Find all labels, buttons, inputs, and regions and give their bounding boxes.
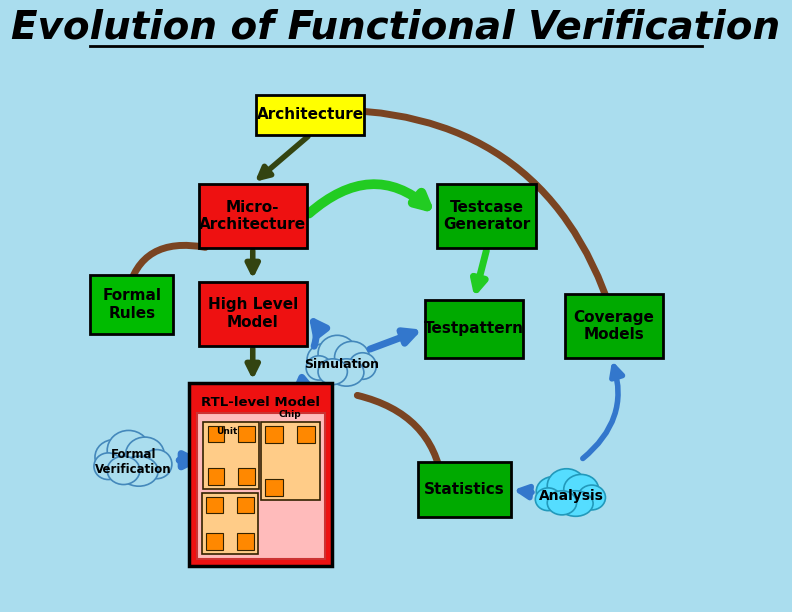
Text: Architecture: Architecture <box>257 107 364 122</box>
Ellipse shape <box>334 341 369 373</box>
Text: Chip: Chip <box>279 410 302 419</box>
FancyBboxPatch shape <box>265 479 283 496</box>
Ellipse shape <box>547 469 586 503</box>
FancyBboxPatch shape <box>437 184 536 248</box>
Text: Micro-
Architecture: Micro- Architecture <box>199 200 307 232</box>
Text: Formal
Verification: Formal Verification <box>95 448 172 476</box>
Ellipse shape <box>535 488 561 510</box>
FancyBboxPatch shape <box>261 422 320 501</box>
FancyBboxPatch shape <box>425 300 524 358</box>
FancyBboxPatch shape <box>208 468 224 485</box>
Text: Testpattern: Testpattern <box>424 321 524 337</box>
FancyBboxPatch shape <box>565 294 664 358</box>
FancyBboxPatch shape <box>199 282 307 346</box>
FancyBboxPatch shape <box>208 426 224 442</box>
Ellipse shape <box>536 477 571 506</box>
FancyBboxPatch shape <box>199 184 307 248</box>
Ellipse shape <box>126 437 164 472</box>
FancyBboxPatch shape <box>207 497 223 513</box>
FancyBboxPatch shape <box>203 422 260 489</box>
Ellipse shape <box>107 430 150 471</box>
Text: Statistics: Statistics <box>424 482 505 497</box>
Ellipse shape <box>329 359 364 386</box>
FancyBboxPatch shape <box>265 427 283 443</box>
FancyBboxPatch shape <box>237 533 253 550</box>
Ellipse shape <box>547 491 577 515</box>
FancyBboxPatch shape <box>256 95 364 135</box>
Text: Unit: Unit <box>216 427 238 436</box>
Ellipse shape <box>564 474 599 504</box>
Text: Coverage
Models: Coverage Models <box>573 310 654 342</box>
Ellipse shape <box>95 439 134 474</box>
Ellipse shape <box>94 453 123 480</box>
Ellipse shape <box>578 485 605 510</box>
Ellipse shape <box>307 356 332 380</box>
Ellipse shape <box>141 450 172 479</box>
Ellipse shape <box>307 344 342 376</box>
Text: Analysis: Analysis <box>539 489 604 502</box>
Ellipse shape <box>318 359 348 384</box>
FancyBboxPatch shape <box>90 275 173 334</box>
FancyBboxPatch shape <box>189 382 333 566</box>
Ellipse shape <box>348 353 376 379</box>
FancyBboxPatch shape <box>238 468 255 485</box>
FancyBboxPatch shape <box>238 426 255 442</box>
Ellipse shape <box>120 456 158 486</box>
Text: Formal
Rules: Formal Rules <box>102 288 162 321</box>
FancyBboxPatch shape <box>237 497 253 513</box>
FancyBboxPatch shape <box>297 427 315 443</box>
FancyBboxPatch shape <box>207 533 223 550</box>
Text: Evolution of Functional Verification: Evolution of Functional Verification <box>11 9 781 47</box>
FancyBboxPatch shape <box>196 413 325 559</box>
FancyBboxPatch shape <box>418 462 511 517</box>
Ellipse shape <box>107 456 140 485</box>
Ellipse shape <box>558 491 593 517</box>
Text: Testcase
Generator: Testcase Generator <box>443 200 531 232</box>
Text: High Level
Model: High Level Model <box>208 297 298 330</box>
Text: RTL-level Model: RTL-level Model <box>201 396 320 409</box>
Text: Simulation: Simulation <box>304 357 379 371</box>
FancyBboxPatch shape <box>202 493 258 554</box>
Ellipse shape <box>318 335 356 371</box>
